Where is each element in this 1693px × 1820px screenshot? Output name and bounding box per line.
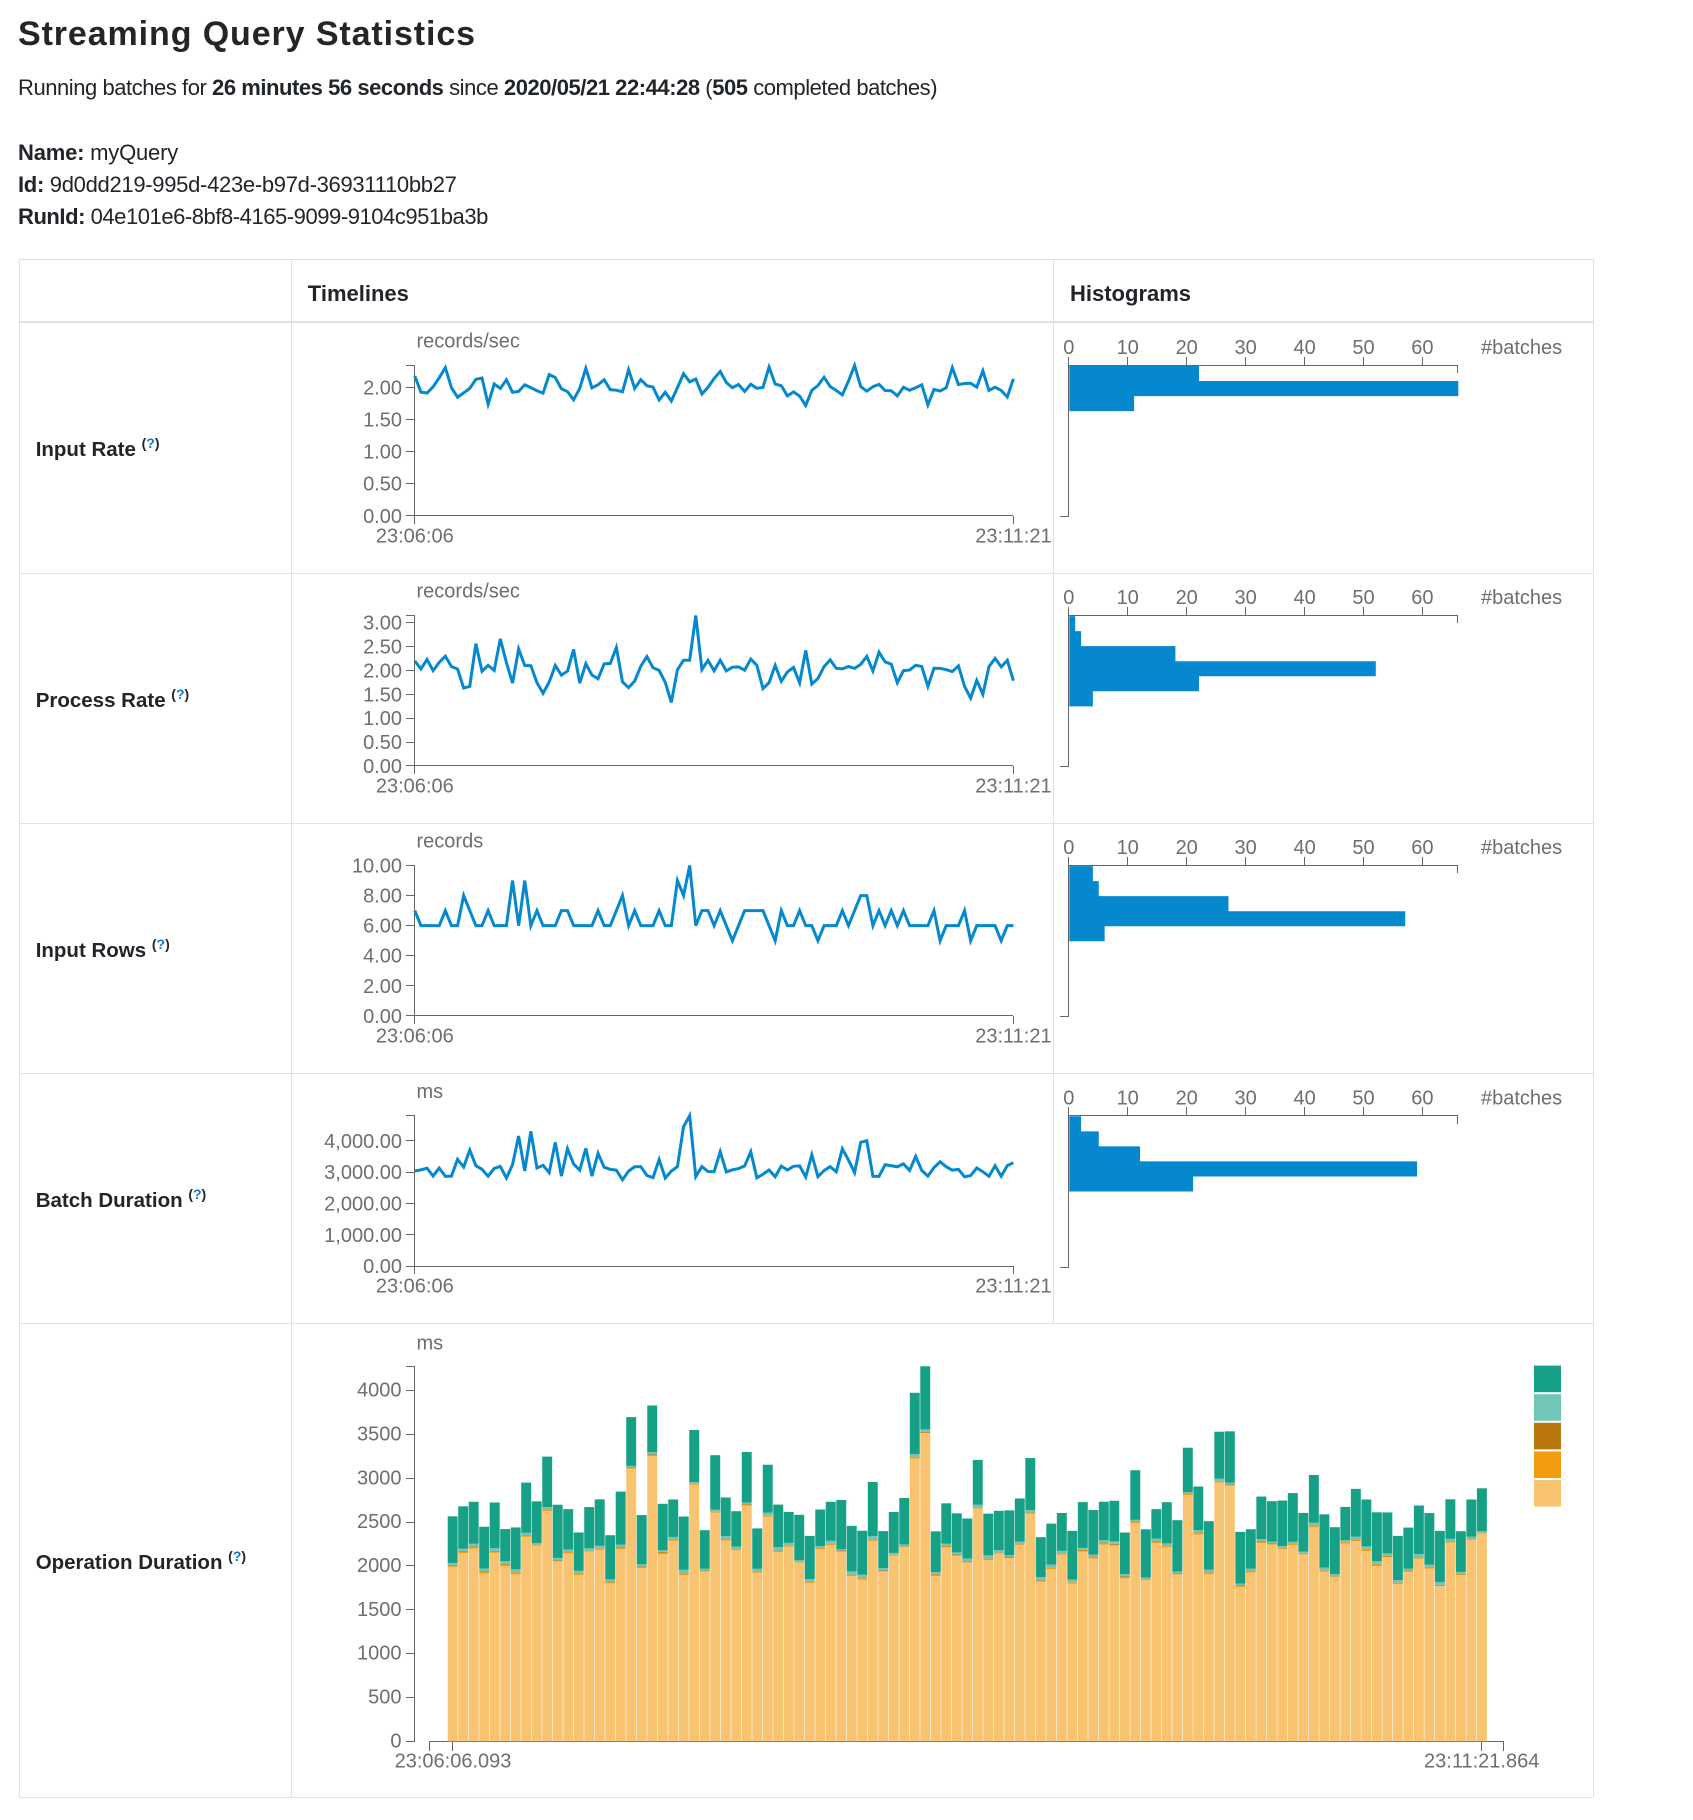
- svg-text:0: 0: [1063, 1087, 1074, 1109]
- svg-text:records: records: [417, 831, 484, 853]
- svg-text:records/sec: records/sec: [417, 581, 520, 603]
- svg-text:23:11:21: 23:11:21: [975, 1276, 1051, 1298]
- svg-text:1000: 1000: [357, 1643, 402, 1665]
- svg-text:23:11:21: 23:11:21: [975, 525, 1051, 547]
- svg-text:records/sec: records/sec: [417, 331, 520, 353]
- svg-text:#batches: #batches: [1481, 337, 1562, 359]
- svg-text:0.00: 0.00: [363, 506, 402, 528]
- svg-text:0.00: 0.00: [363, 1256, 402, 1278]
- svg-text:1,000.00: 1,000.00: [324, 1225, 402, 1247]
- svg-text:0: 0: [1063, 587, 1074, 609]
- svg-text:20: 20: [1176, 337, 1198, 359]
- svg-text:20: 20: [1176, 837, 1198, 859]
- svg-text:20: 20: [1176, 1087, 1198, 1109]
- svg-text:500: 500: [368, 1687, 401, 1709]
- svg-text:1.00: 1.00: [363, 708, 402, 730]
- svg-text:50: 50: [1352, 587, 1374, 609]
- svg-text:60: 60: [1411, 837, 1433, 859]
- svg-text:#batches: #batches: [1481, 1087, 1562, 1109]
- svg-text:0.00: 0.00: [363, 1006, 402, 1028]
- svg-text:3500: 3500: [357, 1424, 402, 1446]
- svg-text:30: 30: [1234, 1087, 1256, 1109]
- svg-text:1.50: 1.50: [363, 410, 402, 432]
- svg-text:30: 30: [1234, 337, 1256, 359]
- svg-text:40: 40: [1293, 837, 1315, 859]
- svg-text:#batches: #batches: [1481, 587, 1562, 609]
- svg-text:10.00: 10.00: [352, 856, 402, 878]
- svg-text:40: 40: [1293, 587, 1315, 609]
- svg-text:2.00: 2.00: [363, 378, 402, 400]
- svg-text:10: 10: [1117, 1087, 1139, 1109]
- svg-text:4000: 4000: [357, 1380, 402, 1402]
- svg-text:23:11:21: 23:11:21: [975, 775, 1051, 797]
- svg-text:8.00: 8.00: [363, 886, 402, 908]
- svg-text:40: 40: [1293, 337, 1315, 359]
- svg-text:10: 10: [1117, 337, 1139, 359]
- svg-text:10: 10: [1117, 837, 1139, 859]
- svg-text:23:06:06: 23:06:06: [376, 1276, 454, 1298]
- svg-text:60: 60: [1411, 587, 1433, 609]
- svg-text:6.00: 6.00: [363, 916, 402, 938]
- svg-text:50: 50: [1352, 337, 1374, 359]
- svg-text:10: 10: [1117, 587, 1139, 609]
- svg-text:23:06:06: 23:06:06: [376, 1025, 454, 1047]
- svg-text:2.00: 2.00: [363, 660, 402, 682]
- svg-text:0: 0: [390, 1730, 401, 1752]
- svg-text:60: 60: [1411, 1087, 1433, 1109]
- svg-text:23:06:06: 23:06:06: [376, 525, 454, 547]
- svg-text:2.50: 2.50: [363, 637, 402, 659]
- svg-text:ms: ms: [417, 1333, 444, 1355]
- svg-text:ms: ms: [417, 1081, 444, 1103]
- svg-text:23:06:06.093: 23:06:06.093: [395, 1751, 512, 1773]
- svg-text:50: 50: [1352, 837, 1374, 859]
- svg-text:1500: 1500: [357, 1599, 402, 1621]
- svg-text:4,000.00: 4,000.00: [324, 1131, 402, 1153]
- svg-text:0.00: 0.00: [363, 756, 402, 778]
- svg-text:23:06:06: 23:06:06: [376, 775, 454, 797]
- svg-text:50: 50: [1352, 1087, 1374, 1109]
- svg-text:0: 0: [1063, 837, 1074, 859]
- svg-text:0.50: 0.50: [363, 732, 402, 754]
- svg-text:4.00: 4.00: [363, 946, 402, 968]
- svg-text:23:11:21.864: 23:11:21.864: [1424, 1751, 1539, 1773]
- svg-text:23:11:21: 23:11:21: [975, 1025, 1051, 1047]
- svg-text:3000: 3000: [357, 1467, 402, 1489]
- svg-text:0: 0: [1063, 337, 1074, 359]
- svg-text:1.00: 1.00: [363, 442, 402, 464]
- svg-text:30: 30: [1234, 587, 1256, 609]
- svg-text:2000: 2000: [357, 1555, 402, 1577]
- svg-text:1.50: 1.50: [363, 684, 402, 706]
- svg-text:0.50: 0.50: [363, 474, 402, 496]
- svg-text:30: 30: [1234, 837, 1256, 859]
- svg-text:3.00: 3.00: [363, 613, 402, 635]
- svg-text:2.00: 2.00: [363, 976, 402, 998]
- svg-text:2,000.00: 2,000.00: [324, 1193, 402, 1215]
- svg-text:60: 60: [1411, 337, 1433, 359]
- svg-text:40: 40: [1293, 1087, 1315, 1109]
- svg-text:2500: 2500: [357, 1511, 402, 1533]
- svg-text:#batches: #batches: [1481, 837, 1562, 859]
- svg-text:3,000.00: 3,000.00: [324, 1162, 402, 1184]
- svg-text:20: 20: [1176, 587, 1198, 609]
